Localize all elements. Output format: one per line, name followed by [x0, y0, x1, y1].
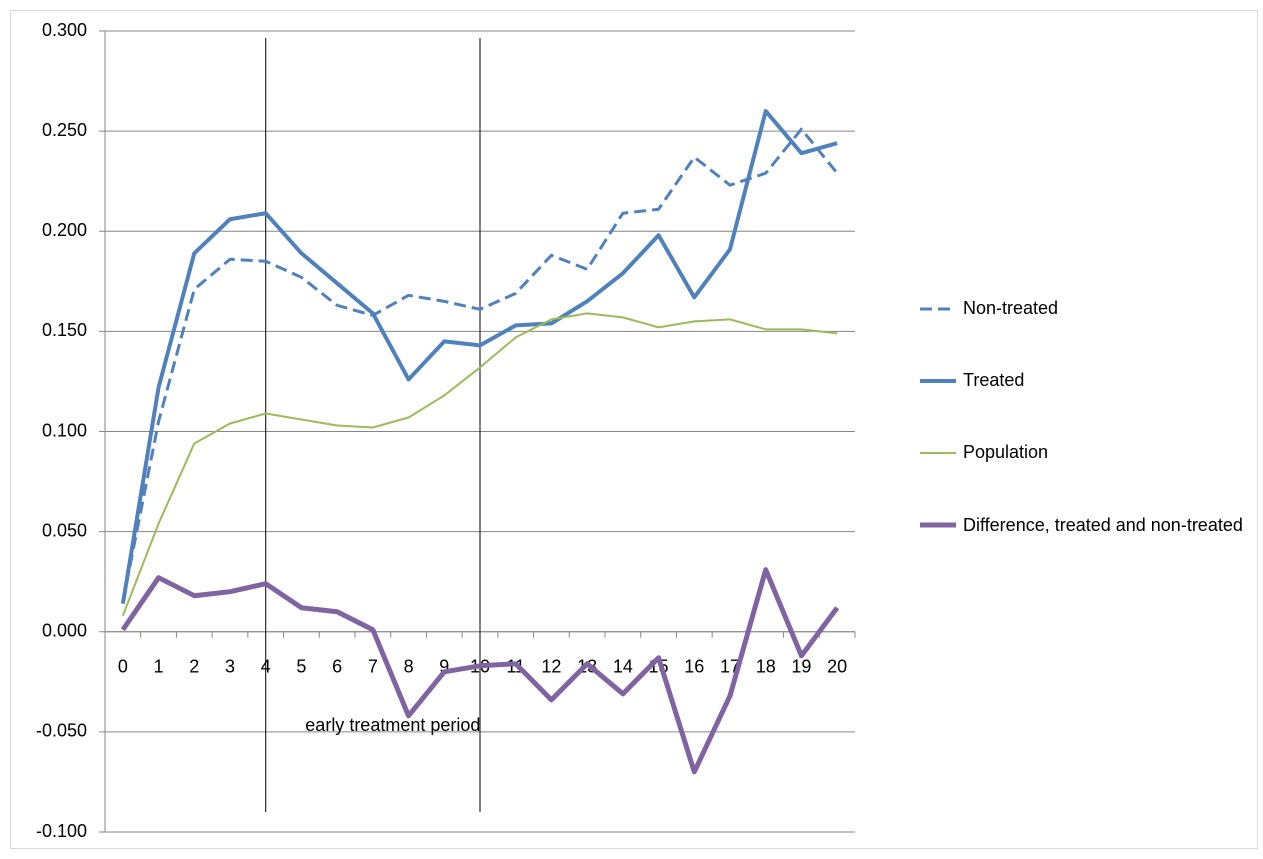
y-tick-label: 0.200: [42, 220, 87, 240]
x-tick-label: 0: [118, 657, 128, 677]
x-tick-label: 1: [154, 657, 164, 677]
annotation: early treatment period: [305, 715, 481, 735]
y-tick-label: 0.050: [42, 520, 87, 540]
y-tick-label: -0.100: [36, 821, 87, 841]
series-line: [121, 127, 839, 603]
series-line: [121, 312, 838, 617]
x-tick-label: 14: [613, 657, 633, 677]
x-tick-label: 16: [684, 657, 704, 677]
x-tick-label: 19: [791, 657, 811, 677]
annotation-box: early treatment period: [305, 715, 481, 735]
x-tick-label: 9: [439, 657, 449, 677]
x-tick-label: 7: [368, 657, 378, 677]
legend-label: Difference, treated and non-treated: [963, 515, 1243, 535]
x-tick-label: 8: [404, 657, 414, 677]
x-tick-label: 12: [541, 657, 561, 677]
x-tick-label: 20: [827, 657, 847, 677]
y-tick-label: -0.050: [36, 721, 87, 741]
x-tick-label: 3: [225, 657, 235, 677]
legend-label-box: Difference, treated and non-treated: [963, 515, 1243, 535]
legend-label: Treated: [963, 370, 1024, 390]
y-tick-label: 0.100: [42, 420, 87, 440]
y-tick-label: 0.250: [42, 120, 87, 140]
y-tick-label: 0.150: [42, 320, 87, 340]
legend-label: Non-treated: [963, 298, 1058, 318]
y-tick-label: 0.000: [42, 621, 87, 641]
chart-frame: [10, 10, 1258, 849]
y-tick-label: 0.300: [42, 20, 87, 40]
series-line: [120, 109, 838, 605]
legend-label: Population: [963, 442, 1048, 462]
x-tick-label: 18: [756, 657, 776, 677]
x-tick-label: 2: [189, 657, 199, 677]
series-line: [120, 567, 840, 775]
x-tick-label: 5: [296, 657, 306, 677]
x-tick-label: 6: [332, 657, 342, 677]
